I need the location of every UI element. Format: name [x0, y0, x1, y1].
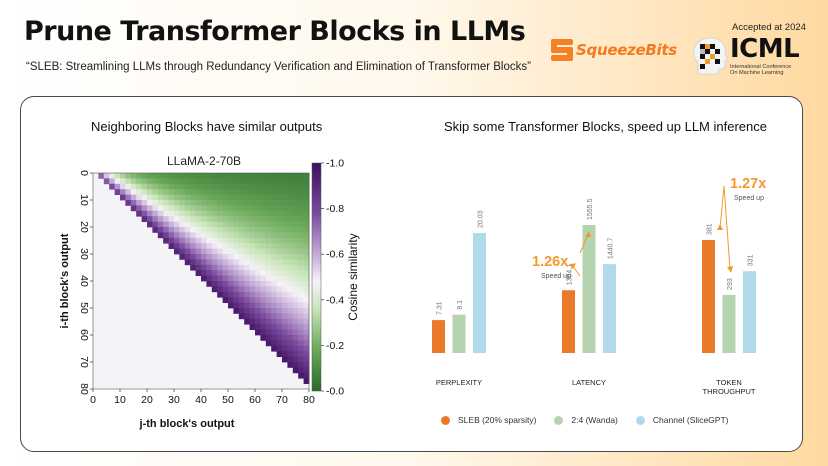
colorbar-tick-label: -0.4: [326, 294, 344, 306]
heatmap-y-tick-label: 70: [78, 356, 90, 368]
heatmap-y-tick-label: 60: [78, 329, 90, 341]
bar-wanda: [452, 314, 466, 353]
legend-swatch: [554, 415, 564, 425]
bar-value-label: 331: [748, 254, 755, 266]
legend-item: SLEB (20% sparsity): [441, 415, 536, 425]
bar-sleb: [562, 290, 575, 353]
icml-conference-line-1: International Conference: [730, 64, 792, 70]
heatmap-x-tick-label: 20: [141, 394, 153, 406]
heatmap-x-tick-label: 80: [303, 394, 315, 406]
squeezebits-logo: SqueezeBits: [551, 38, 677, 62]
heatmap-y-tick-label: 30: [78, 248, 90, 260]
heatmap-y-tick-label: 50: [78, 302, 90, 314]
bar-value-label: 381: [707, 223, 714, 235]
legend-label: Channel (SliceGPT): [652, 415, 729, 425]
heatmap-cells: [93, 173, 310, 389]
inference-bar-chart: 7.31 8.1 20.03 PERPLEXITY 1364.1 1555.5 1440.7…: [432, 176, 766, 396]
colorbar-tick-label: -0.0: [326, 386, 344, 398]
heatmap-colorbar: [311, 162, 322, 392]
heatmap-y-axis-label: i-th block's output: [59, 233, 71, 328]
heatmap-x-tick-label: 10: [114, 394, 126, 406]
bar-category-label: PERPLEXITY: [436, 378, 482, 387]
latency-speedup-value: 1.26x: [532, 254, 568, 270]
latency-speedup-label: Speed up: [541, 273, 571, 280]
bar-slicegpt: [473, 233, 486, 353]
heatmap-y-tick-label: 40: [78, 275, 90, 287]
heatmap-x-tick-label: 30: [168, 394, 180, 406]
bar-value-label: 1555.5: [587, 198, 594, 220]
colorbar-tick-label: -0.8: [326, 203, 344, 215]
heatmap-y-tick-label: 0: [78, 170, 90, 176]
bar-category-label: LATENCY: [572, 378, 606, 387]
throughput-speedup-value: 1.27x: [730, 176, 766, 192]
paper-subtitle: “SLEB: Streamlining LLMs through Redunda…: [26, 61, 531, 73]
bar-category-label: TOKEN: [716, 378, 742, 387]
heatmap-x-tick-label: 50: [222, 394, 234, 406]
throughput-speedup-label: Speed up: [734, 195, 764, 202]
heatmap-title: LLaMA-2-70B: [167, 154, 242, 168]
heatmap-x-tick-label: 0: [90, 394, 96, 406]
heatmap-x-tick-label: 70: [276, 394, 288, 406]
bar-category-label: THROUGHPUT: [703, 387, 756, 396]
bar-slicegpt: [743, 271, 756, 353]
accepted-label: Accepted at 2024: [732, 22, 806, 33]
bar-value-label: 293: [727, 278, 734, 290]
colorbar-label: Cosine similarity: [346, 233, 360, 320]
bar-value-label: 1440.7: [608, 238, 615, 260]
colorbar-tick-label: -0.6: [326, 249, 344, 261]
bar-wanda: [582, 225, 596, 353]
icml-head-icon: [693, 37, 729, 75]
icml-conference-name: International Conference On Machine Lear…: [730, 64, 791, 77]
bar-sleb: [702, 240, 715, 353]
bar-slicegpt: [603, 264, 616, 353]
legend-label: SLEB (20% sparsity): [458, 415, 537, 425]
latency-speedup-arrow-up: [579, 234, 589, 254]
icml-wordmark: ICML: [730, 34, 800, 64]
right-panel-title: Skip some Transformer Blocks, speed up L…: [444, 119, 767, 134]
icml-conference-line-2: On Machine Learning: [730, 70, 784, 77]
bar-wanda: [722, 294, 736, 353]
bar-value-label: 8.1: [457, 300, 464, 310]
heatmap-x-axis-label: j-th block's output: [139, 418, 235, 430]
bar-value-label: 7.31: [437, 301, 444, 315]
heatmap-y-tick-label: 10: [78, 194, 90, 206]
legend-label: 2:4 (Wanda): [571, 415, 618, 425]
heatmap-y-tick-label: 20: [78, 221, 90, 233]
legend-item: 2:4 (Wanda): [554, 415, 618, 425]
bar-value-label: 1364.1: [567, 264, 574, 286]
bar-chart-legend: SLEB (20% sparsity) 2:4 (Wanda) Channel (S…: [441, 415, 746, 425]
legend-swatch: [441, 415, 450, 425]
heatmap-y-tick-label: 80: [78, 383, 90, 395]
legend-item: Channel (SliceGPT): [635, 415, 729, 425]
heatmap-x-tick-label: 40: [195, 394, 207, 406]
left-panel-title: Neighboring Blocks have similar outputs: [91, 119, 323, 134]
squeezebits-logo-icon: [551, 39, 573, 61]
colorbar-tick-label: -1.0: [326, 158, 344, 170]
colorbar-tick-label: -0.2: [326, 340, 344, 352]
throughput-speedup-arrow-down: [723, 185, 731, 269]
legend-swatch: [635, 415, 645, 425]
content-card: Neighboring Blocks have similar outputs …: [20, 96, 803, 452]
latency-speedup-arrow-down: [572, 265, 581, 277]
bar-value-label: 20.03: [478, 210, 485, 228]
heatmap-x-tick-label: 60: [249, 394, 261, 406]
page-title: Prune Transformer Blocks in LLMs: [24, 16, 526, 47]
bar-sleb: [432, 320, 445, 353]
squeezebits-logo-text: SqueezeBits: [576, 41, 677, 59]
throughput-speedup-arrow-up: [719, 185, 725, 229]
